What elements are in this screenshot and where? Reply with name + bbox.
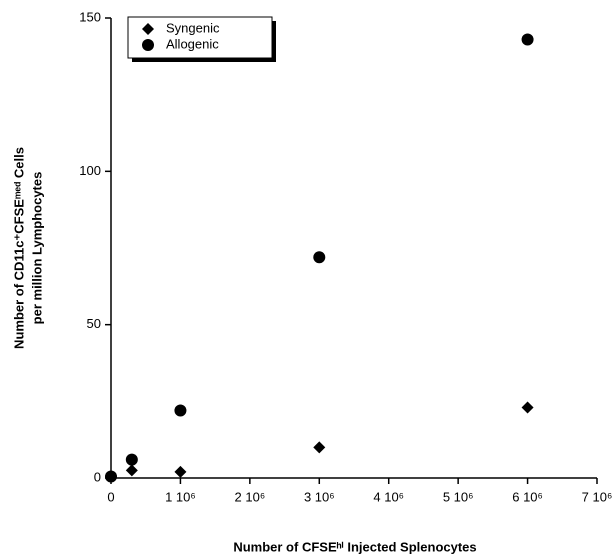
x-tick-label: 0 — [107, 489, 114, 504]
y-tick-label: 150 — [79, 9, 101, 24]
x-axis-title: Number of CFSEʰⁱ Injected Splenocytes — [233, 539, 476, 554]
x-tick-label: 6 10⁶ — [512, 489, 543, 504]
x-tick-label: 4 10⁶ — [373, 489, 404, 504]
y-axis-title: Number of CD11c⁺CFSEᵐᵉᵈ Cells — [11, 147, 26, 349]
point — [521, 33, 534, 46]
x-tick-label: 3 10⁶ — [304, 489, 335, 504]
x-tick-label: 2 10⁶ — [235, 489, 266, 504]
x-tick-label: 5 10⁶ — [443, 489, 474, 504]
point — [174, 465, 187, 478]
point — [125, 464, 138, 477]
legend-label: Syngenic — [166, 20, 220, 35]
legend — [127, 16, 273, 59]
point — [313, 251, 326, 264]
legend-marker — [142, 39, 154, 51]
point — [313, 441, 326, 454]
legend-label: Allogenic — [166, 36, 219, 51]
point — [105, 470, 117, 483]
point — [521, 401, 534, 414]
point — [125, 453, 138, 466]
y-tick-label: 100 — [79, 163, 101, 178]
x-tick-label: 7 10⁶ — [582, 489, 613, 504]
x-tick-label: 1 10⁶ — [165, 489, 196, 504]
y-axis-title: per million Lymphocytes — [29, 172, 44, 325]
y-tick-label: 50 — [87, 316, 101, 331]
y-tick-label: 0 — [94, 469, 101, 484]
point — [174, 404, 187, 417]
legend-marker — [142, 23, 154, 35]
